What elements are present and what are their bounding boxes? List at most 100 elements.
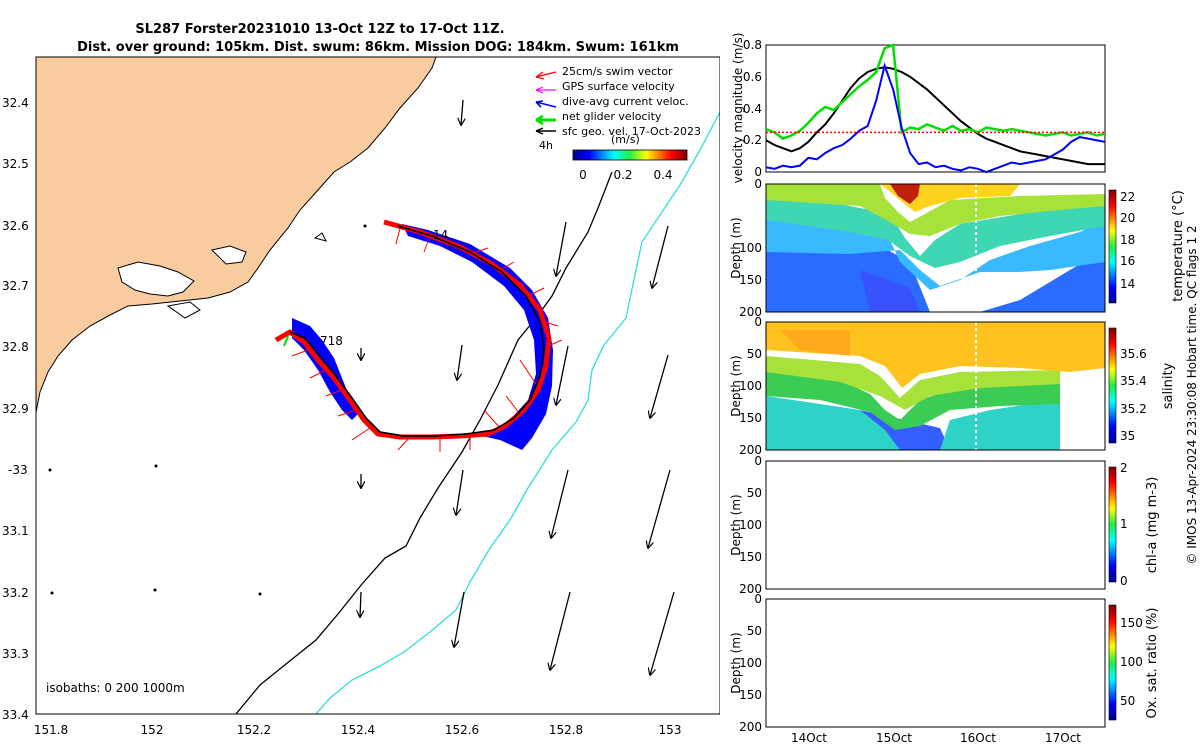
vel-ytick: 0 <box>754 165 762 179</box>
legend-net: net glider velocity <box>562 110 662 123</box>
chla-panel: 0 50 100 150 200 Depth (m) 0 1 2 chl-a (… <box>729 454 1160 596</box>
vel-ytick: 0.2 <box>743 133 762 147</box>
speed-colorbar <box>572 149 688 161</box>
sal-cb-tick: 35.6 <box>1120 347 1147 361</box>
ox-cb-tick: 100 <box>1120 655 1143 669</box>
sfc-geo-velocity-arrows <box>360 99 675 675</box>
sal-colorbar <box>1108 327 1117 444</box>
temp-colorbar <box>1108 189 1117 304</box>
lon-tick: 152.2 <box>237 723 271 737</box>
net-glider-velocity <box>283 335 289 347</box>
sal-cb-label: salinity <box>1161 362 1176 409</box>
time-tick: 16Oct <box>960 731 996 745</box>
lat-tick: 33.1 <box>2 524 29 538</box>
legend-sfc-geo: sfc geo. vel. 17-Oct-2023 <box>562 125 701 138</box>
depth-tick: 100 <box>739 379 762 393</box>
track-end-label: 14 <box>433 228 448 242</box>
lon-tick: 152.8 <box>549 723 583 737</box>
lat-tick: 32.4 <box>2 96 29 110</box>
velocity-series-line <box>765 62 1106 174</box>
sal-depth-ylabel: Depth (m) <box>729 355 743 416</box>
depth-tick: 200 <box>739 720 762 734</box>
map-legend: 25cm/s swim vector GPS surface velocity … <box>535 65 701 182</box>
vel-ytick: 0.6 <box>743 70 762 84</box>
land-area <box>36 57 437 413</box>
isobath-1000m <box>315 111 720 714</box>
salinity-panel: 0 50 100 150 200 Depth (m) 35 35.2 35.4 … <box>729 315 1176 457</box>
legend-dive-avg: dive-avg current veloc. <box>562 95 689 108</box>
map-lat-axis: 32.4 32.5 32.6 32.7 32.8 32.9 -33 33.1 3… <box>2 96 29 722</box>
lat-tick: 33.2 <box>2 586 29 600</box>
depth-tick: 100 <box>739 241 762 255</box>
temp-cb-tick: 18 <box>1120 233 1135 247</box>
colorbar-label: (m/s) <box>611 133 640 146</box>
sal-cb-tick: 35.4 <box>1120 374 1147 388</box>
depth-tick: 0 <box>754 592 762 606</box>
isobath-200m <box>235 171 613 714</box>
oxygen-panel: 0 50 100 150 200 Depth (m) 50 100 150 Ox… <box>729 592 1160 734</box>
temp-cb-tick: 16 <box>1120 254 1135 268</box>
velocity-panel: 0 0.2 0.4 0.6 0.8 velocity magnitude (m/… <box>731 33 1106 183</box>
depth-tick: 150 <box>739 688 762 702</box>
vel-ytick: 0.4 <box>743 102 762 116</box>
chla-cb-tick: 2 <box>1120 461 1128 475</box>
temp-cb-label: temperature (°C) <box>1171 190 1186 302</box>
swim-vectors <box>274 219 552 440</box>
temp-cb-tick: 22 <box>1120 190 1135 204</box>
depth-tick: 50 <box>747 347 762 361</box>
map-frame <box>35 56 720 715</box>
time-tick: 17Oct <box>1045 731 1081 745</box>
map-title-line-2: Dist. over ground: 105km. Dist. swum: 86… <box>77 40 679 55</box>
ox-cb-tick: 150 <box>1120 616 1143 630</box>
chla-cb-label: chl-a (mg m-3) <box>1145 477 1160 574</box>
depth-tick: 50 <box>747 624 762 638</box>
temperature-panel: 0 100 150 200 Depth (m) 14 16 18 20 22 t… <box>729 177 1186 319</box>
lon-tick: 152.6 <box>445 723 479 737</box>
ox-depth-ylabel: Depth (m) <box>729 632 743 693</box>
lat-tick: 32.5 <box>2 157 29 171</box>
depth-tick: 100 <box>739 656 762 670</box>
depth-tick: 0 <box>754 177 762 191</box>
chla-colorbar <box>1108 466 1117 583</box>
temp-cb-tick: 14 <box>1120 277 1135 291</box>
lat-tick: 33.4 <box>2 708 29 722</box>
colorbar-tick: 0.4 <box>653 168 672 182</box>
depth-tick: 100 <box>739 518 762 532</box>
depth-tick: 200 <box>739 305 762 319</box>
ox-cb-label: Ox. sat. ratio (%) <box>1145 608 1160 719</box>
lon-tick: 151.8 <box>34 723 68 737</box>
lon-tick: 153 <box>659 723 682 737</box>
map-title-line-1: SL287 Forster20231010 13-Oct 12Z to 17-O… <box>135 22 504 37</box>
legend-swim: 25cm/s swim vector <box>562 65 673 78</box>
time-tick: 15Oct <box>876 731 912 745</box>
lon-tick: 152 <box>141 723 164 737</box>
lat-tick: 32.6 <box>2 219 29 233</box>
legend-4h: 4h <box>539 139 553 152</box>
profile-panels: 0 0.2 0.4 0.6 0.8 velocity magnitude (m/… <box>729 33 1199 745</box>
colorbar-tick: 0.2 <box>613 168 632 182</box>
lat-tick: 32.7 <box>2 279 29 293</box>
ox-colorbar <box>1108 604 1117 721</box>
lake <box>117 261 195 297</box>
colorbar-tick: 0 <box>579 168 587 182</box>
glider-track-map: SL287 Forster20231010 13-Oct 12Z to 17-O… <box>2 22 720 737</box>
depth-tick: 150 <box>739 273 762 287</box>
time-tick: 14Oct <box>791 731 827 745</box>
depth-tick: 50 <box>747 486 762 500</box>
sal-cb-tick: 35.2 <box>1120 402 1147 416</box>
temp-cb-tick: 20 <box>1120 211 1135 225</box>
footer-credit: © IMOS 13-Apr-2024 23:30:08 Hobart time.… <box>1185 225 1199 564</box>
depth-tick: 0 <box>754 315 762 329</box>
lat-tick: 33.3 <box>2 647 29 661</box>
chla-cb-tick: 1 <box>1120 517 1128 531</box>
lon-tick: 152.4 <box>341 723 375 737</box>
chla-depth-ylabel: Depth (m) <box>729 494 743 555</box>
map-lon-axis: 151.8 152 152.2 152.4 152.6 152.8 153 <box>34 723 682 737</box>
lat-tick: 32.9 <box>2 402 29 416</box>
time-axis: 14Oct 15Oct 16Oct 17Oct <box>791 731 1081 745</box>
chla-cb-tick: 0 <box>1120 574 1128 588</box>
glider-track <box>289 225 545 437</box>
lake <box>211 245 247 265</box>
track-start-label: 718 <box>320 334 343 348</box>
isobaths-label: isobaths: 0 200 1000m <box>46 681 185 695</box>
